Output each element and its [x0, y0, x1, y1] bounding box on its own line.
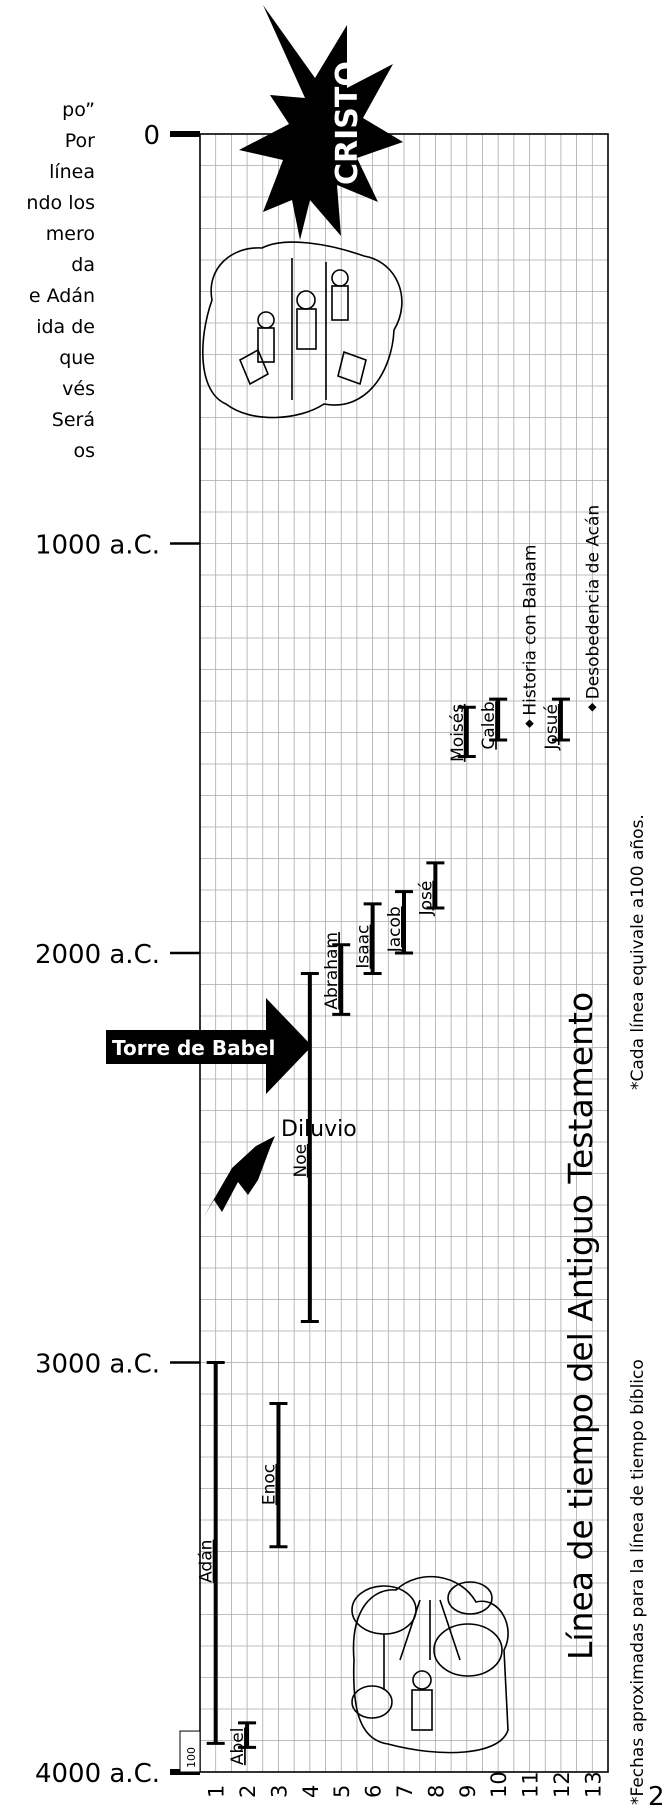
person-label: Noe: [291, 1144, 311, 1178]
person-label: Caleb: [479, 701, 499, 749]
event-diamond: [588, 703, 597, 712]
column-number: 6: [362, 1785, 386, 1798]
babel-label-box: [106, 1030, 288, 1064]
arrow-right-icon: [266, 998, 312, 1094]
column-number: 8: [424, 1785, 448, 1798]
note-scale: *Cada línea equivale a100 años.: [628, 814, 648, 1090]
year-label: 4000 a.C.: [35, 1759, 160, 1789]
column-number: 10: [487, 1771, 511, 1798]
scale-label: 100: [185, 1747, 198, 1768]
scale-box: [179, 1730, 201, 1773]
page-number: 2: [648, 1782, 665, 1812]
person-label: Moisés: [448, 704, 468, 762]
person-label: José: [416, 881, 436, 917]
column-number: 4: [299, 1785, 323, 1798]
intro-line: mero: [45, 223, 95, 245]
timeline-axis: 0 1000 a.C. 2000 a.C. 3000 a.C. 4000 a.C. 100: [35, 121, 201, 1789]
column-number: 5: [330, 1785, 354, 1798]
year-label: 1000 a.C.: [35, 531, 160, 561]
lightning-bolt-icon: [203, 1136, 275, 1218]
babel-label: Torre de Babel: [112, 1036, 275, 1060]
intro-line: da: [71, 254, 95, 276]
event-label: Desobedencia de Acán: [583, 505, 603, 700]
intro-line: que: [59, 347, 95, 369]
note-dates: *Fechas aproximadas para la línea de tie…: [628, 1359, 648, 1805]
lifespan-bars: Adán Abel Enoc Noe Abraham Isaac Jacob José Mois…: [197, 697, 570, 1766]
year-label: 3000 a.C.: [35, 1350, 160, 1380]
column-number: 9: [456, 1785, 480, 1798]
year-label: 0: [143, 121, 160, 151]
intro-line: os: [73, 440, 95, 462]
intro-line: Por: [64, 130, 95, 152]
column-number: 1: [205, 1785, 229, 1798]
column-numbers: 1 2 3 4 5 6 7 8 9 10 11 12 13: [205, 1771, 606, 1798]
intro-text-fragment: po” Por línea ndo los mero da e Adán ida de que v…: [0, 95, 95, 467]
intro-line: e Adán: [28, 285, 95, 307]
person-label: Enoc: [259, 1464, 279, 1505]
eden-illustration: [351, 1575, 509, 1754]
intro-line: vés: [62, 378, 95, 400]
event-markers: Historia con Balaam Desobedencia de Acán: [521, 505, 603, 728]
column-number: 2: [236, 1785, 260, 1798]
flood-lightning: Diluvio: [203, 1117, 357, 1218]
person-label: Abraham: [322, 932, 342, 1010]
chart-title: Línea de tiempo del Antiguo Testamento: [561, 992, 600, 1660]
person-label: Josué: [542, 704, 562, 751]
column-number: 3: [267, 1785, 291, 1798]
timeline-grid: [199, 133, 609, 1773]
column-number: 7: [393, 1785, 417, 1798]
person-label: Abel: [228, 1728, 248, 1766]
column-number: 12: [550, 1771, 574, 1798]
person-label: Isaac: [354, 925, 374, 969]
event-label: Historia con Balaam: [521, 545, 541, 716]
column-number: 11: [519, 1771, 543, 1798]
person-label: Adán: [197, 1540, 217, 1583]
soldiers-illustration: [202, 241, 403, 419]
intro-line: línea: [49, 161, 95, 183]
intro-line: po”: [62, 99, 95, 121]
flood-label: Diluvio: [281, 1117, 357, 1142]
starburst-icon: [239, 5, 403, 240]
babel-callout: Torre de Babel: [106, 998, 312, 1094]
event-diamond: [525, 719, 534, 728]
christ-starburst: CRISTO: [239, 5, 403, 240]
intro-line: Será: [51, 409, 95, 431]
person-label: Jacob: [385, 906, 405, 953]
column-number: 13: [581, 1771, 605, 1798]
christ-label: CRISTO: [330, 61, 365, 185]
intro-line: ndo los: [26, 192, 95, 214]
year-label: 2000 a.C.: [35, 940, 160, 970]
intro-line: ida de: [36, 316, 95, 338]
